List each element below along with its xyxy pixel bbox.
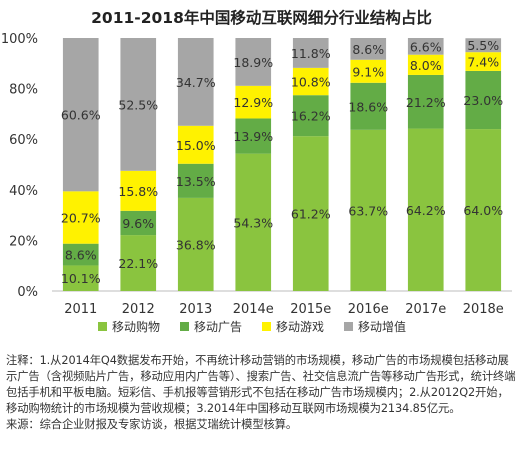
data-label: 18.6% <box>348 99 388 114</box>
legend-swatch <box>344 322 353 331</box>
bar-segment <box>465 129 502 291</box>
bar-segment <box>62 38 99 192</box>
bar-segment <box>62 243 99 266</box>
data-label: 13.9% <box>233 129 273 144</box>
data-label: 15.8% <box>118 184 158 199</box>
bar-segment <box>177 197 214 291</box>
data-label: 15.0% <box>176 138 216 153</box>
data-label: 61.2% <box>291 207 331 222</box>
bar-segment <box>407 128 444 291</box>
bar-segment <box>62 265 99 291</box>
bar-segment <box>350 82 387 130</box>
data-label: 36.8% <box>176 237 216 252</box>
data-label: 6.6% <box>410 39 442 54</box>
y-tick-label: 20% <box>9 234 38 249</box>
bar-segment <box>407 38 444 55</box>
y-tick-label: 80% <box>9 83 38 98</box>
legend-label: 移动增值 <box>358 319 406 334</box>
data-label: 52.5% <box>118 97 158 112</box>
source-text: 来源：综合企业财报及专家访谈，根据艾瑞统计模型核算。 <box>6 418 298 431</box>
bar-segment <box>120 170 157 211</box>
legend-label: 移动购物 <box>112 319 160 334</box>
bar-segment <box>235 38 272 86</box>
data-label: 21.2% <box>406 95 446 110</box>
x-tick-label: 2017e <box>405 302 446 317</box>
bar-segment <box>177 38 214 126</box>
bar-segment <box>292 38 329 68</box>
legend-swatch <box>262 322 271 331</box>
bar-segment <box>465 70 502 130</box>
bar-segment <box>120 38 157 171</box>
x-tick-label: 2015e <box>290 302 331 317</box>
x-tick-label: 2018e <box>463 302 504 317</box>
bar-segment <box>465 38 502 53</box>
x-tick-label: 2013 <box>179 302 212 317</box>
data-label: 8.6% <box>352 42 384 57</box>
x-tick-label: 2012 <box>122 302 155 317</box>
legend-swatch <box>98 322 107 331</box>
chart-notes: 注释：1.从2014年Q4数据发布开始，不再统计移动营销的市场规模，移动广告的市… <box>6 353 518 433</box>
x-tick-label: 2016e <box>348 302 389 317</box>
bar-segment <box>407 74 444 129</box>
data-label: 23.0% <box>463 93 503 108</box>
data-label: 16.2% <box>291 109 331 124</box>
data-label: 9.1% <box>352 64 384 79</box>
stacked-bar-chart: 0% 20% 40% 60% 80% 100% 10.1% 8.6% 20.7% 60.6% 201… <box>1 32 512 334</box>
data-label: 64.0% <box>463 203 503 218</box>
notes-text: 注释：1.从2014年Q4数据发布开始，不再统计移动营销的市场规模，移动广告的市… <box>6 354 516 415</box>
bar-segment <box>235 118 272 154</box>
data-label: 12.9% <box>233 95 273 110</box>
bar-segment <box>407 54 444 75</box>
bar-segment <box>350 59 387 83</box>
data-label: 8.0% <box>410 58 442 73</box>
x-tick-label: 2011 <box>64 302 97 317</box>
data-label: 63.7% <box>348 203 388 218</box>
bar-segment <box>292 95 329 137</box>
bar-segment <box>120 235 157 291</box>
legend-swatch <box>180 322 189 331</box>
bar-segment <box>465 52 502 71</box>
data-label: 34.7% <box>176 75 216 90</box>
bar-segment <box>120 210 157 236</box>
data-label: 18.9% <box>233 55 273 70</box>
data-label: 8.6% <box>65 248 97 263</box>
data-label: 22.1% <box>118 256 158 271</box>
data-label: 5.5% <box>467 38 499 53</box>
chart-title: 2011-2018年中国移动互联网细分行业结构占比 <box>91 9 432 27</box>
bar-segment <box>292 136 329 291</box>
data-label: 10.8% <box>291 75 331 90</box>
data-label: 64.2% <box>406 203 446 218</box>
bar-segment <box>62 191 99 244</box>
legend-label: 移动游戏 <box>276 320 324 334</box>
x-tick-label: 2014e <box>233 302 274 317</box>
bar-segment <box>235 85 272 119</box>
data-label: 7.4% <box>467 55 499 70</box>
data-label: 9.6% <box>122 216 154 231</box>
bar-segment <box>292 67 329 96</box>
bar-segment <box>350 129 387 291</box>
data-label: 54.3% <box>233 215 273 230</box>
bar-segment <box>350 38 387 60</box>
bar-segment <box>177 125 214 164</box>
data-label: 11.8% <box>291 46 331 61</box>
bar-segment <box>177 163 214 198</box>
data-label: 20.7% <box>61 211 101 226</box>
data-label: 60.6% <box>61 108 101 123</box>
y-tick-label: 60% <box>9 133 38 148</box>
y-tick-label: 100% <box>1 32 38 47</box>
data-label: 13.5% <box>176 174 216 189</box>
legend-label: 移动广告 <box>194 320 242 334</box>
bar-segment <box>235 153 272 291</box>
y-tick-label: 0% <box>17 285 38 300</box>
y-tick-label: 40% <box>9 184 38 199</box>
data-label: 10.1% <box>61 271 101 286</box>
